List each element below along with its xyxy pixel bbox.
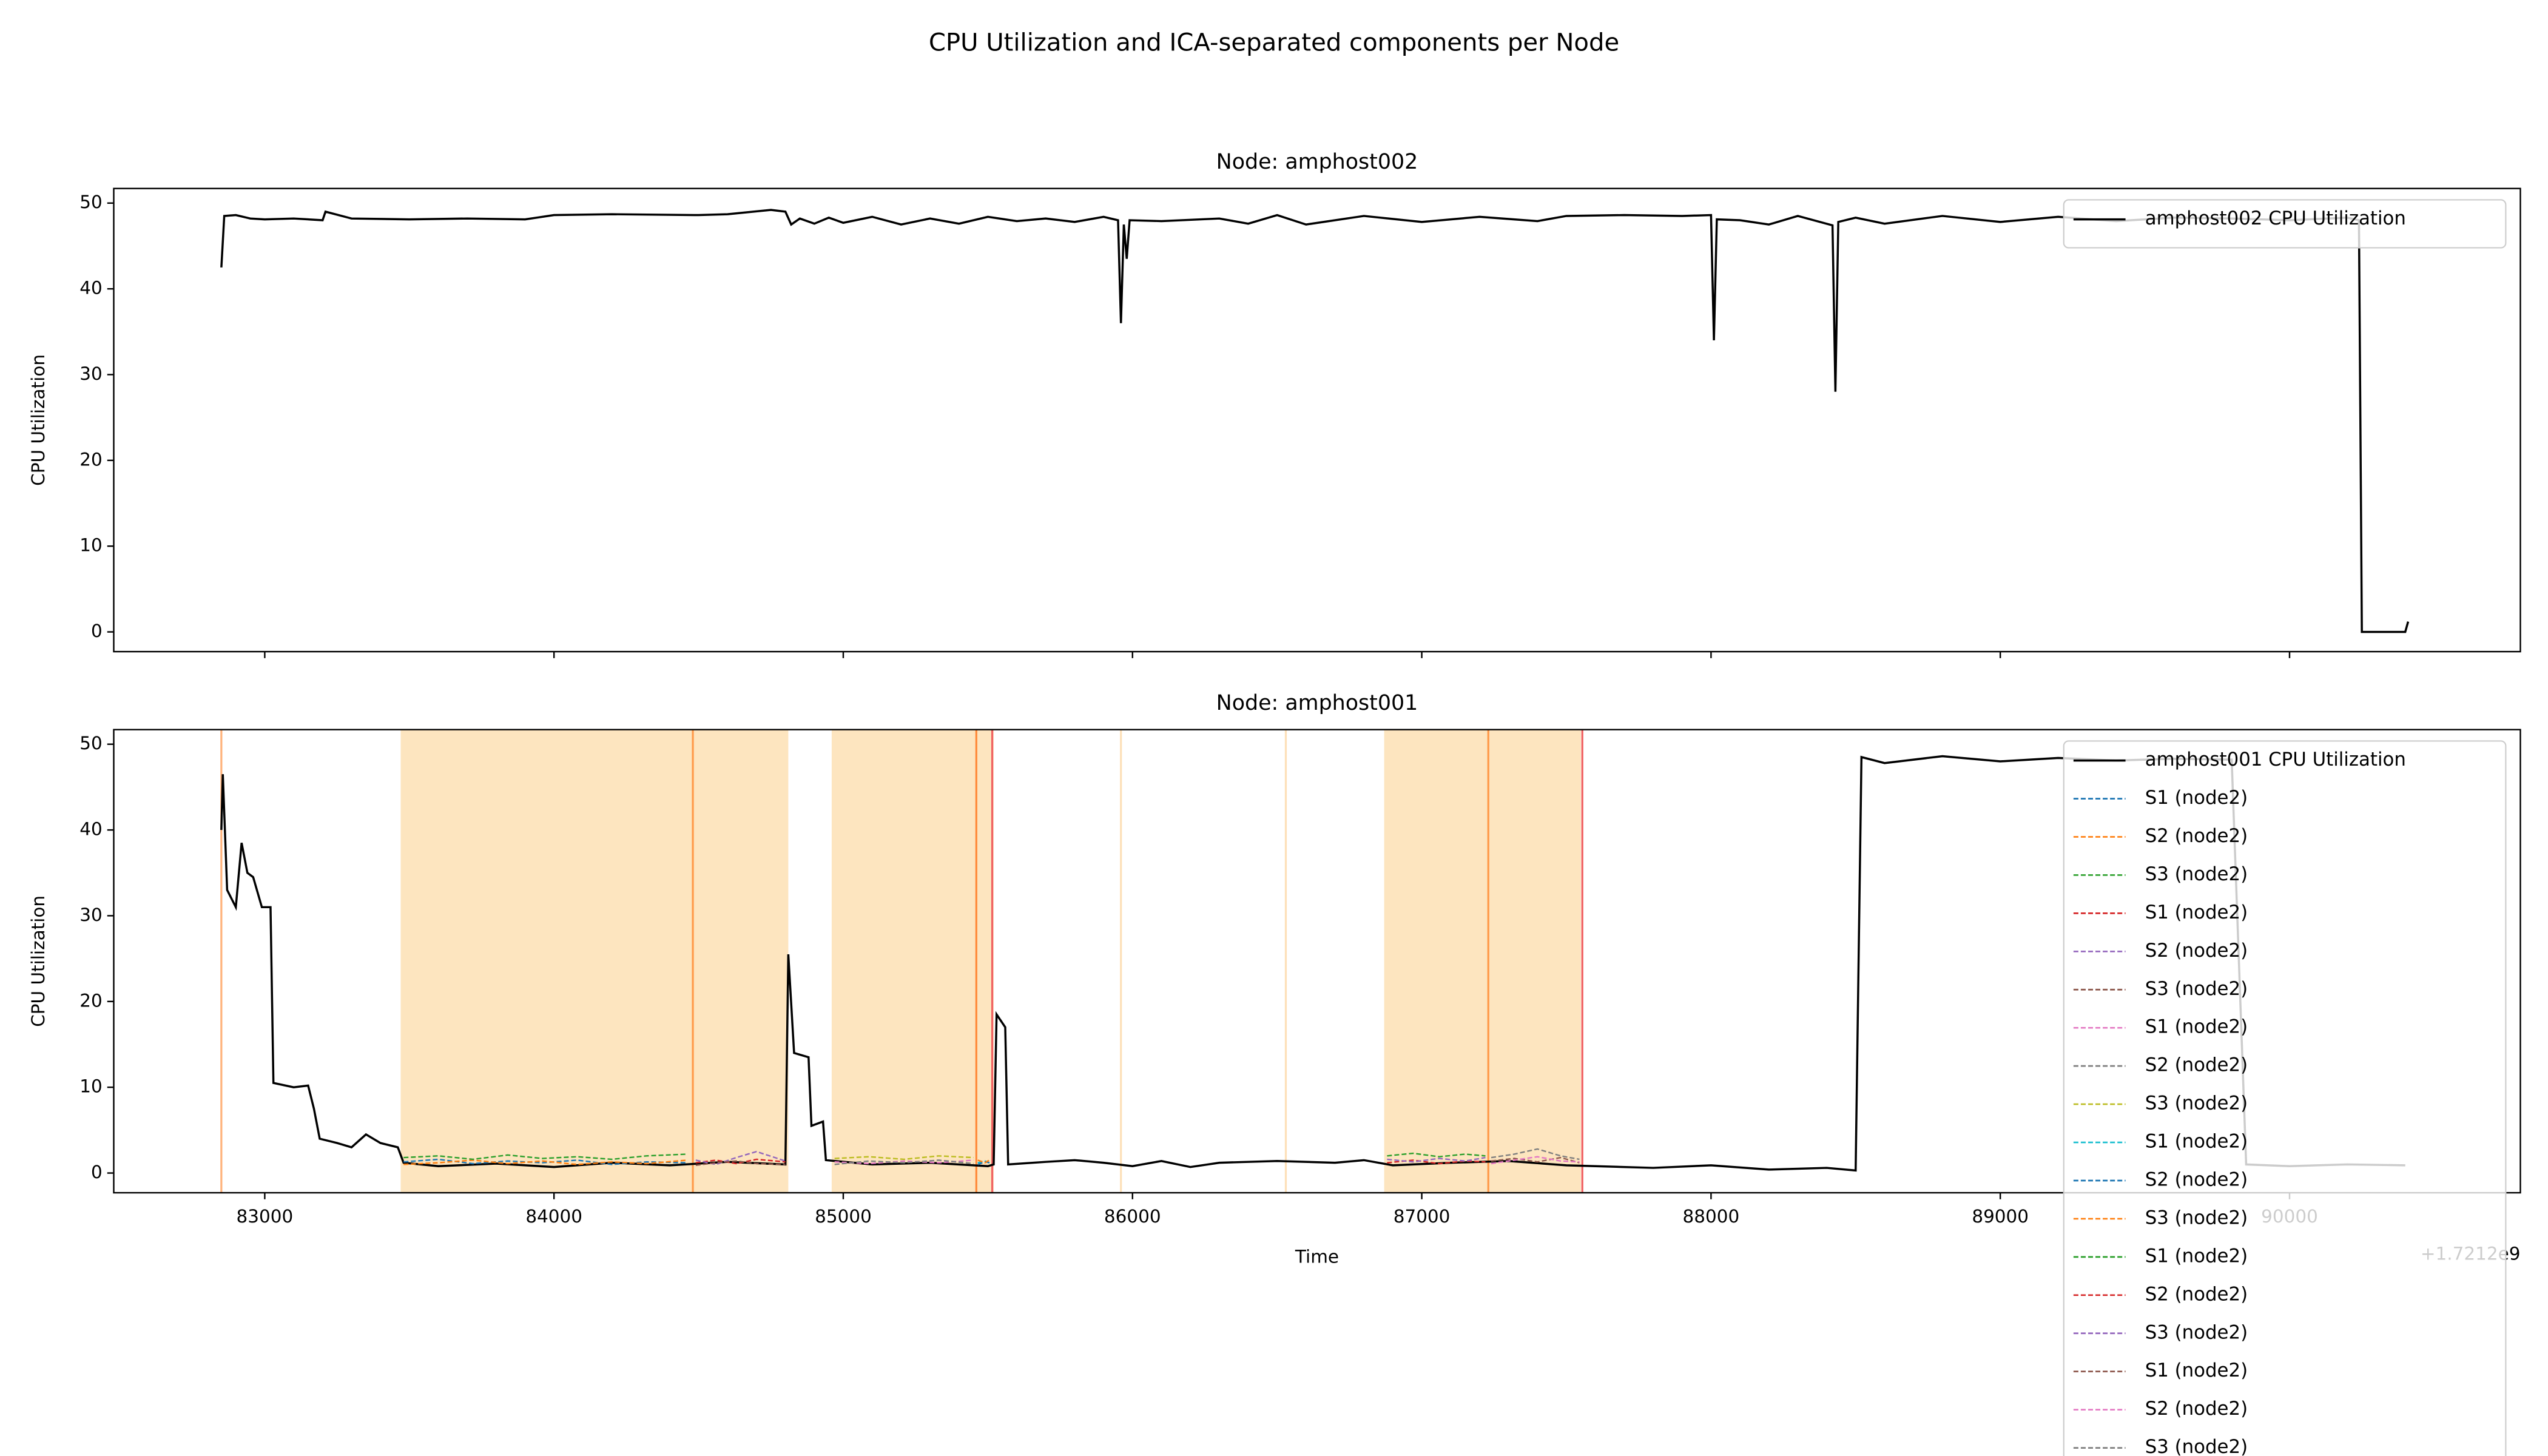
legend: amphost001 CPU Utilization S1 (node2) S2 (…	[2063, 740, 2507, 1456]
y-tick-label: 10	[79, 1076, 102, 1097]
series-line	[977, 1158, 991, 1164]
legend-label: S2 (node2)	[2145, 940, 2248, 962]
subplot: 0 10 20 30 40 50 83000 84000 85000 86000 87000 8800…	[28, 691, 2521, 1456]
legend-label: amphost002 CPU Utilization	[2145, 207, 2406, 229]
legend-label: S1 (node2)	[2145, 1360, 2248, 1381]
series-line	[695, 1160, 786, 1167]
series-line	[1491, 1156, 1580, 1165]
y-axis-label: CPU Utilization	[28, 354, 49, 486]
plot-area	[220, 729, 2405, 1193]
legend-label: S1 (node2)	[2145, 1131, 2248, 1153]
y-tick-label: 50	[79, 733, 102, 753]
y-tick-label: 0	[91, 1162, 103, 1182]
y-tick-label: 40	[79, 278, 102, 298]
x-tick-label: 84000	[525, 1206, 582, 1227]
y-tick-label: 10	[79, 535, 102, 556]
x-tick-label: 86000	[1104, 1206, 1161, 1227]
series-line	[977, 1161, 991, 1165]
legend-label: S3 (node2)	[2145, 1207, 2248, 1228]
x-tick-label: 88000	[1683, 1206, 1740, 1227]
legend-label: S3 (node2)	[2145, 863, 2248, 885]
y-tick-label: 20	[79, 449, 102, 470]
series-line	[695, 1158, 786, 1165]
shaded-span	[831, 729, 994, 1193]
legend-label: S2 (node2)	[2145, 1168, 2248, 1190]
figure-title: CPU Utilization and ICA-separated compon…	[929, 29, 1619, 56]
series-line	[220, 755, 2405, 1172]
legend-label: S1 (node2)	[2145, 787, 2248, 809]
legend-label: S3 (node2)	[2145, 1093, 2248, 1114]
series-line	[403, 1159, 687, 1165]
x-tick-label: 83000	[237, 1206, 294, 1227]
shaded-span	[1384, 729, 1581, 1193]
legend: amphost002 CPU Utilization	[2063, 199, 2507, 249]
legend-label: S2 (node2)	[2145, 1398, 2248, 1420]
legend-frame	[2063, 199, 2507, 249]
x-tick-label: 89000	[1972, 1206, 2029, 1227]
legend-label: S1 (node2)	[2145, 1245, 2248, 1267]
x-tick-label: 85000	[815, 1206, 872, 1227]
legend-label: amphost001 CPU Utilization	[2145, 749, 2406, 770]
shaded-span	[400, 729, 789, 1193]
series-line	[1491, 1148, 1580, 1161]
series-line	[220, 209, 2410, 633]
series-line	[1491, 1156, 1580, 1164]
legend-label: S3 (node2)	[2145, 1436, 2248, 1456]
x-tick-label: 87000	[1394, 1206, 1451, 1227]
legend-label: S3 (node2)	[2145, 978, 2248, 1000]
series-line	[834, 1159, 974, 1165]
series-line	[695, 1150, 786, 1165]
axes-title: Node: amphost002	[1216, 150, 1418, 174]
legend-label: S1 (node2)	[2145, 902, 2248, 923]
y-tick-label: 30	[79, 363, 102, 384]
y-tick-label: 50	[79, 192, 102, 212]
axes-title: Node: amphost001	[1216, 691, 1418, 715]
x-axis-label: Time	[1295, 1247, 1339, 1267]
legend-label: S2 (node2)	[2145, 825, 2248, 847]
series-line	[403, 1158, 687, 1165]
y-axis-label: CPU Utilization	[28, 895, 49, 1027]
subplot: 0 10 20 30 40 50 Node: amphost002 CPU Utilizati…	[28, 150, 2521, 658]
series-line	[834, 1155, 974, 1161]
legend-label: S2 (node2)	[2145, 1283, 2248, 1305]
legend-label: S3 (node2)	[2145, 1321, 2248, 1343]
legend-label: S2 (node2)	[2145, 1054, 2248, 1076]
axes-frame	[113, 729, 2521, 1194]
legend-label: S1 (node2)	[2145, 1016, 2248, 1038]
y-tick-label: 20	[79, 990, 102, 1011]
series-line	[403, 1153, 687, 1161]
legend-frame	[2063, 740, 2507, 1456]
y-tick-label: 0	[91, 621, 103, 641]
series-line	[834, 1159, 974, 1165]
series-line	[1387, 1152, 1486, 1158]
y-tick-label: 40	[79, 819, 102, 840]
series-line	[1387, 1156, 1486, 1163]
plot-area	[220, 209, 2410, 633]
axes-frame	[113, 187, 2521, 653]
y-tick-label: 30	[79, 905, 102, 925]
